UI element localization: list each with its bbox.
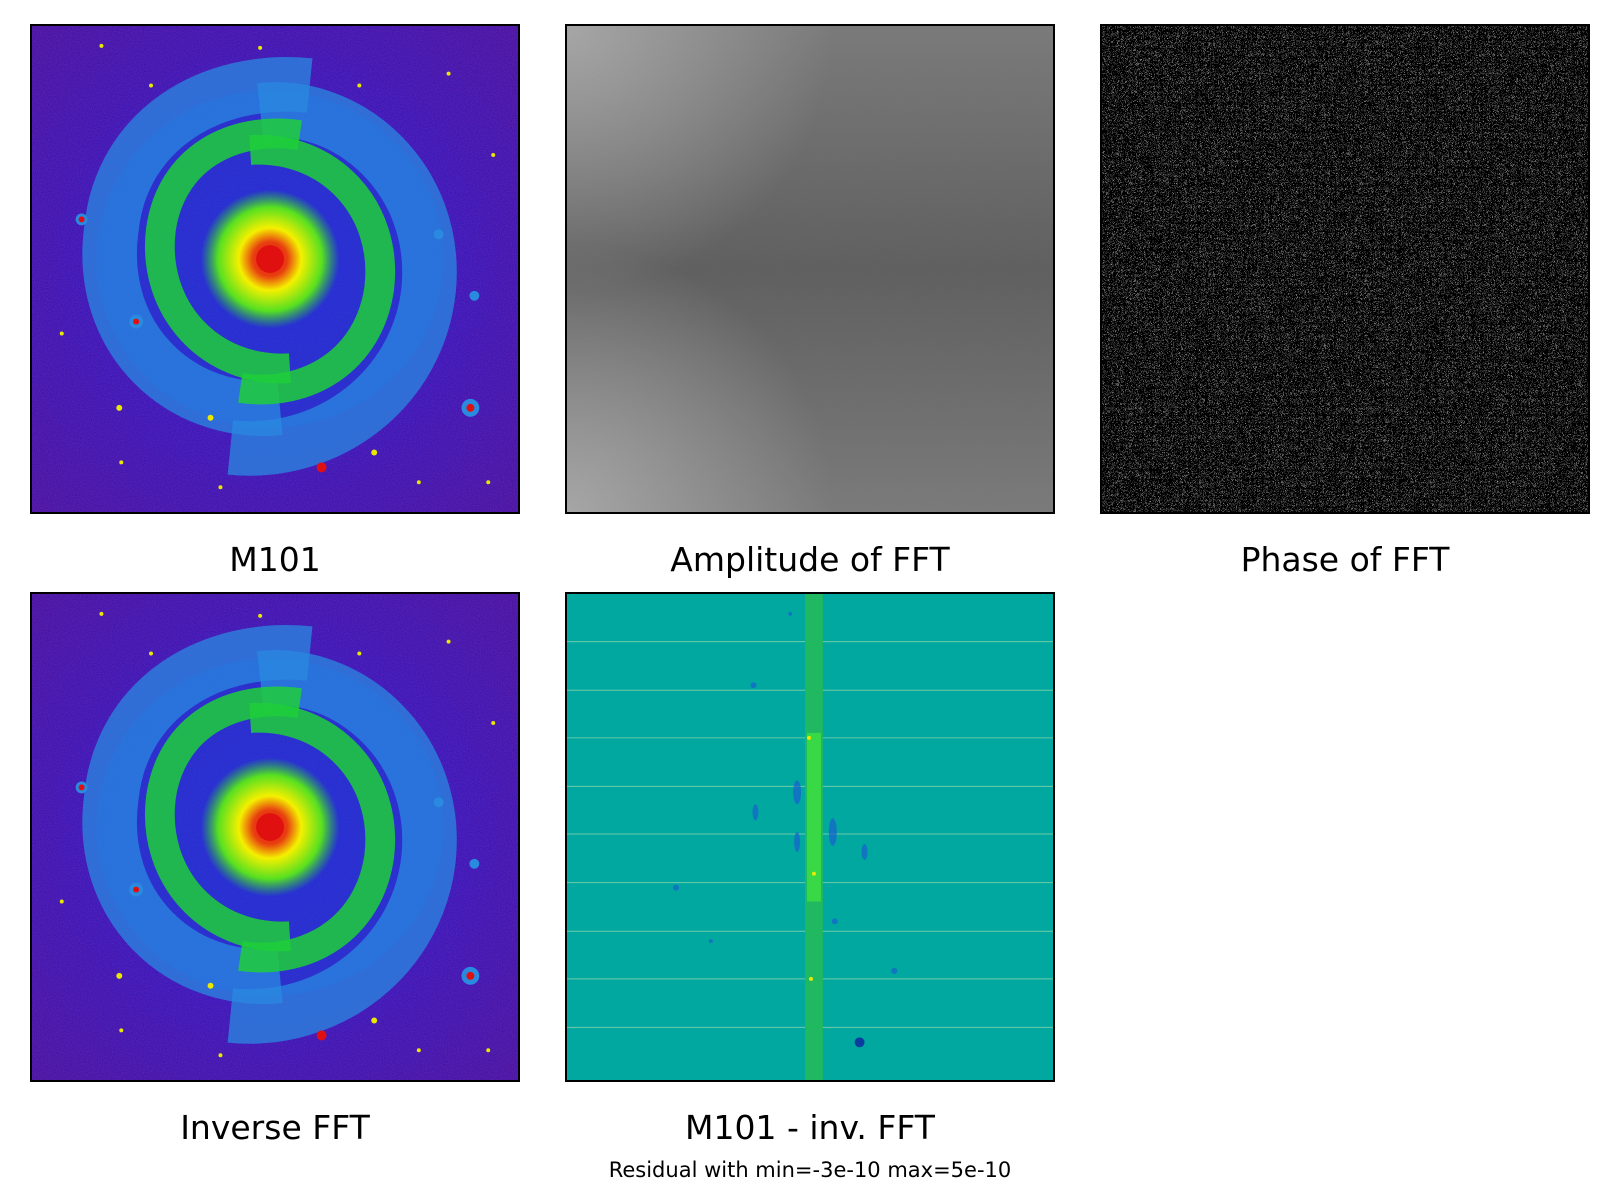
phase-image [1100, 24, 1590, 514]
residual-image [565, 592, 1055, 1082]
m101-caption: M101 [229, 540, 321, 579]
m101-galaxy-svg [32, 26, 518, 512]
residual-caption: M101 - inv. FFT [685, 1108, 935, 1147]
residual-svg [567, 594, 1053, 1080]
phase-svg [1102, 26, 1588, 512]
phase-caption: Phase of FFT [1240, 540, 1450, 579]
inverse-fft-caption: Inverse FFT [180, 1108, 370, 1147]
amplitude-caption: Amplitude of FFT [670, 540, 950, 579]
amplitude-image [565, 24, 1055, 514]
inverse-galaxy-svg [32, 594, 518, 1080]
residual-subcaption: Residual with min=-3e-10 max=5e-10 [608, 1158, 1012, 1182]
inverse-fft-image [30, 592, 520, 1082]
m101-image [30, 24, 520, 514]
amplitude-svg [567, 26, 1053, 512]
